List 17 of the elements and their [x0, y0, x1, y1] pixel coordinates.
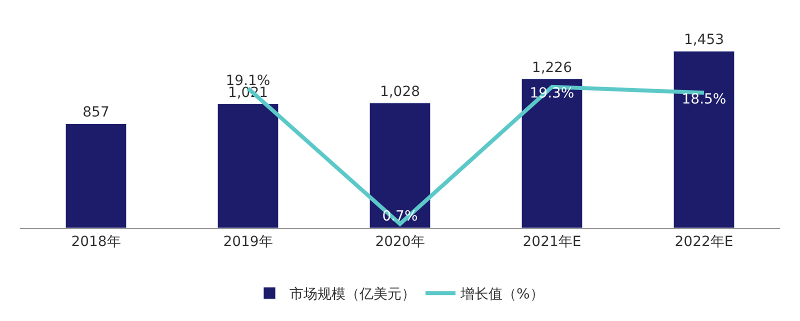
bar	[673, 50, 735, 228]
x-tick-label: 2020年	[375, 234, 425, 250]
data-label: 1,028	[380, 84, 420, 100]
bar	[217, 104, 279, 228]
bar	[521, 78, 583, 228]
x-tick-label: 2021年E	[522, 234, 582, 250]
legend-label: 增长值（%）	[460, 286, 544, 303]
data-label: 1,453	[684, 32, 724, 48]
data-label: 1,226	[532, 60, 572, 76]
x-tick-label: 2022年E	[674, 234, 734, 250]
data-label: 857	[82, 104, 110, 121]
data-label: 18.5%	[682, 91, 726, 108]
bar	[65, 123, 127, 228]
x-tick-label: 2019年	[223, 234, 273, 250]
legend-label: 市场规模（亿美元）	[290, 286, 416, 303]
bar	[369, 102, 431, 228]
x-tick-label: 2018年	[71, 234, 121, 250]
